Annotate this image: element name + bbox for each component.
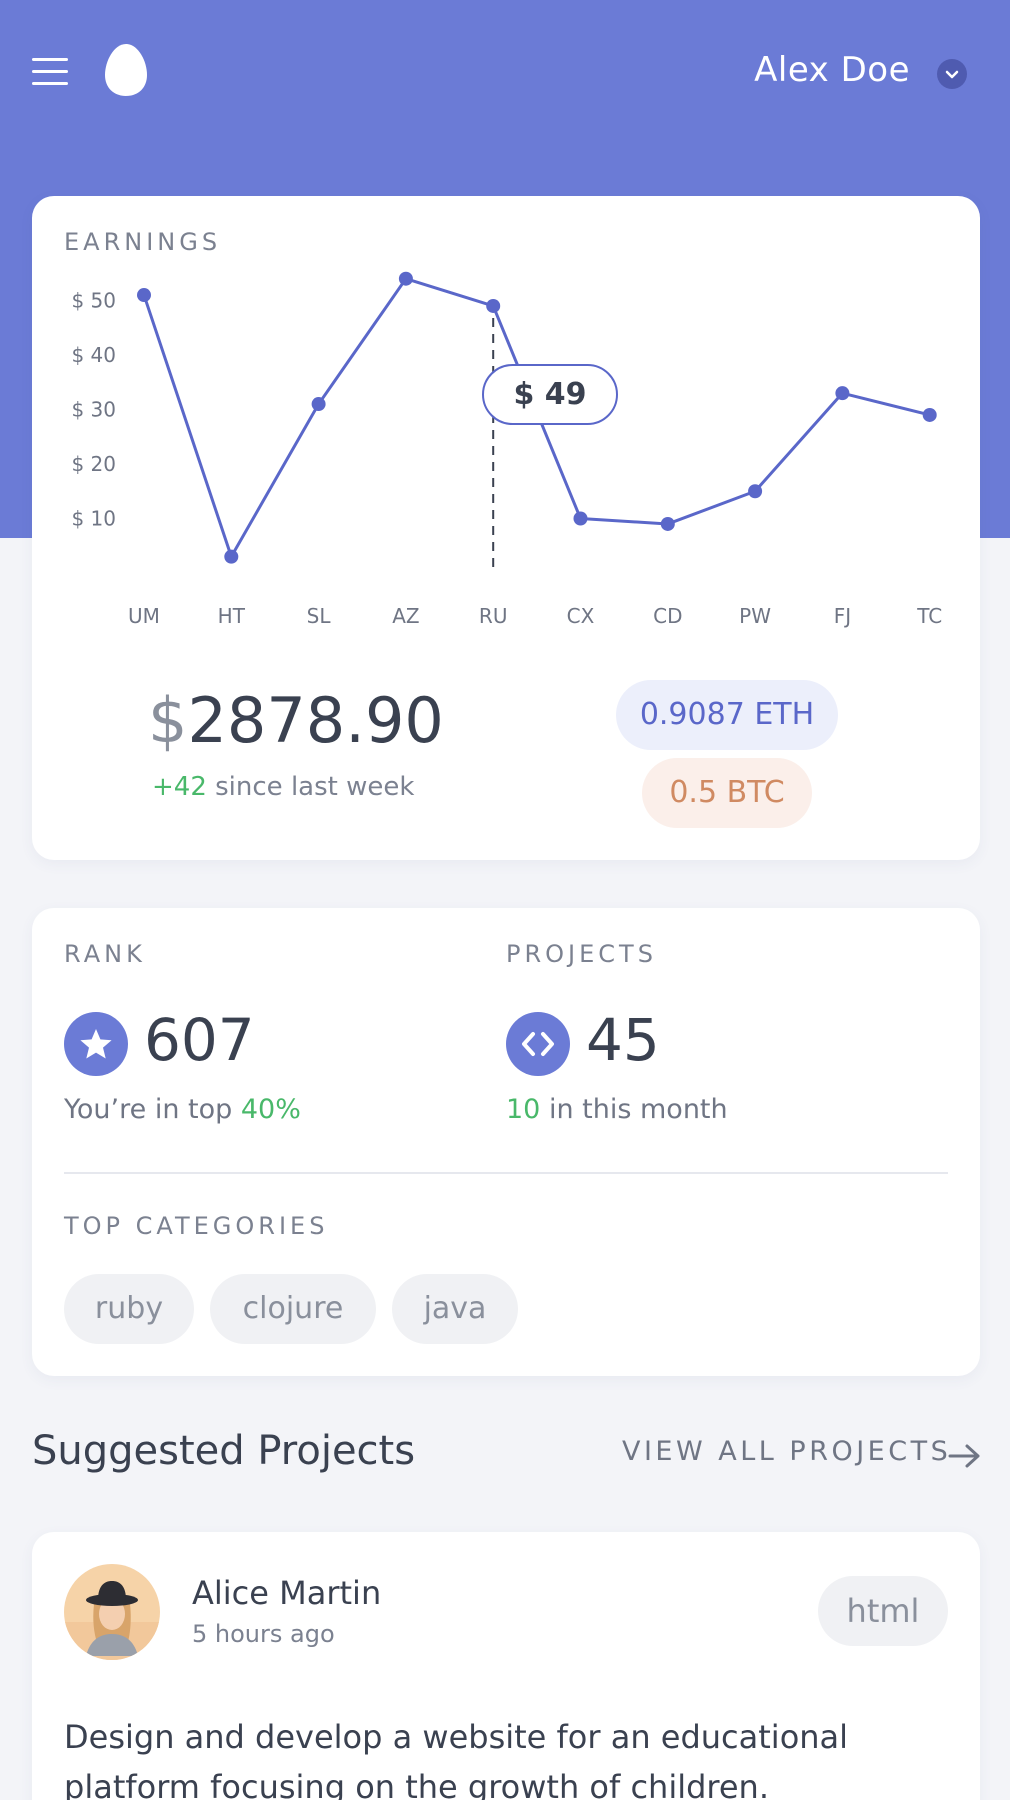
projects-value: 45 <box>586 1006 660 1074</box>
project-tag[interactable]: html <box>818 1576 948 1646</box>
data-point <box>224 549 239 564</box>
chevron-down-icon[interactable] <box>937 59 967 89</box>
x-tick-label: CD <box>653 604 682 628</box>
projects-label: PROJECTS <box>506 940 657 968</box>
x-tick-label: RU <box>479 604 508 628</box>
stats-card: RANK 607 You’re in top 40% PROJECTS 45 1… <box>32 908 980 1376</box>
earnings-label: EARNINGS <box>64 228 222 256</box>
arrow-right-icon[interactable] <box>948 1442 982 1474</box>
data-point <box>398 271 413 286</box>
x-tick-label: PW <box>739 604 771 628</box>
y-tick-label: $ 40 <box>71 343 116 367</box>
y-tick-label: $ 10 <box>71 507 116 531</box>
y-tick-label: $ 30 <box>71 398 116 422</box>
earnings-card: EARNINGS $ 50 $ 40 $ 30 $ 20 $ 10 UM HT SL AZ RU C… <box>32 196 980 860</box>
category-tag[interactable]: clojure <box>210 1274 376 1344</box>
data-point <box>137 288 151 303</box>
user-name[interactable]: Alex Doe <box>754 50 910 90</box>
app-header: Alex Doe <box>0 0 1010 150</box>
data-point <box>486 298 501 313</box>
earnings-amount: $2878.90 <box>148 684 444 757</box>
hamburger-menu-icon[interactable] <box>32 58 68 88</box>
project-card[interactable]: Alice Martin 5 hours ago html Design and… <box>32 1532 980 1800</box>
earnings-change: +42 since last week <box>152 772 414 802</box>
code-icon <box>506 1012 570 1076</box>
category-tag[interactable]: java <box>392 1274 518 1344</box>
suggested-projects-title: Suggested Projects <box>32 1428 416 1474</box>
eth-badge: 0.9087 ETH <box>616 680 838 750</box>
project-author[interactable]: Alice Martin <box>192 1574 382 1612</box>
rank-note-value: 40% <box>240 1094 301 1125</box>
x-tick-label: HT <box>218 604 246 628</box>
rank-note-prefix: You’re in top <box>64 1094 233 1125</box>
chart-tooltip: $ 49 <box>482 364 618 425</box>
y-tick-label: $ 20 <box>71 452 116 476</box>
rank-label: RANK <box>64 940 146 968</box>
x-tick-label: AZ <box>392 604 419 628</box>
data-point <box>311 397 326 412</box>
rank-value: 607 <box>144 1006 255 1074</box>
projects-note: 10 in this month <box>506 1094 728 1125</box>
btc-badge: 0.5 BTC <box>642 758 812 828</box>
star-icon <box>64 1012 128 1076</box>
x-tick-label: TC <box>916 604 942 628</box>
data-point <box>922 407 937 422</box>
category-tag[interactable]: ruby <box>64 1274 194 1344</box>
data-point <box>748 484 763 499</box>
egg-logo-icon[interactable] <box>104 43 148 101</box>
avatar[interactable] <box>64 1564 160 1660</box>
x-tick-label: CX <box>567 604 595 628</box>
data-point <box>573 511 588 526</box>
view-all-projects-link[interactable]: VIEW ALL PROJECTS <box>622 1436 952 1467</box>
x-tick-label: UM <box>128 604 160 628</box>
rank-note: You’re in top 40% <box>64 1094 301 1125</box>
earnings-chart: $ 50 $ 40 $ 30 $ 20 $ 10 UM HT SL AZ RU CX CD PW FJ TC <box>71 271 942 628</box>
top-categories-label: TOP CATEGORIES <box>64 1212 329 1240</box>
data-point <box>660 516 675 531</box>
change-value: +42 <box>152 772 207 802</box>
project-time: 5 hours ago <box>192 1620 335 1648</box>
x-tick-label: FJ <box>834 604 851 628</box>
data-point <box>835 386 850 401</box>
y-tick-label: $ 50 <box>71 289 116 313</box>
divider <box>64 1172 948 1174</box>
projects-note-suffix: in this month <box>548 1094 728 1125</box>
x-tick-label: SL <box>307 604 332 628</box>
change-suffix: since last week <box>215 772 415 802</box>
projects-note-value: 10 <box>506 1094 541 1125</box>
project-description: Design and develop a website for an educ… <box>64 1718 849 1800</box>
amount-value: 2878.90 <box>187 684 444 757</box>
currency-symbol: $ <box>148 684 188 757</box>
